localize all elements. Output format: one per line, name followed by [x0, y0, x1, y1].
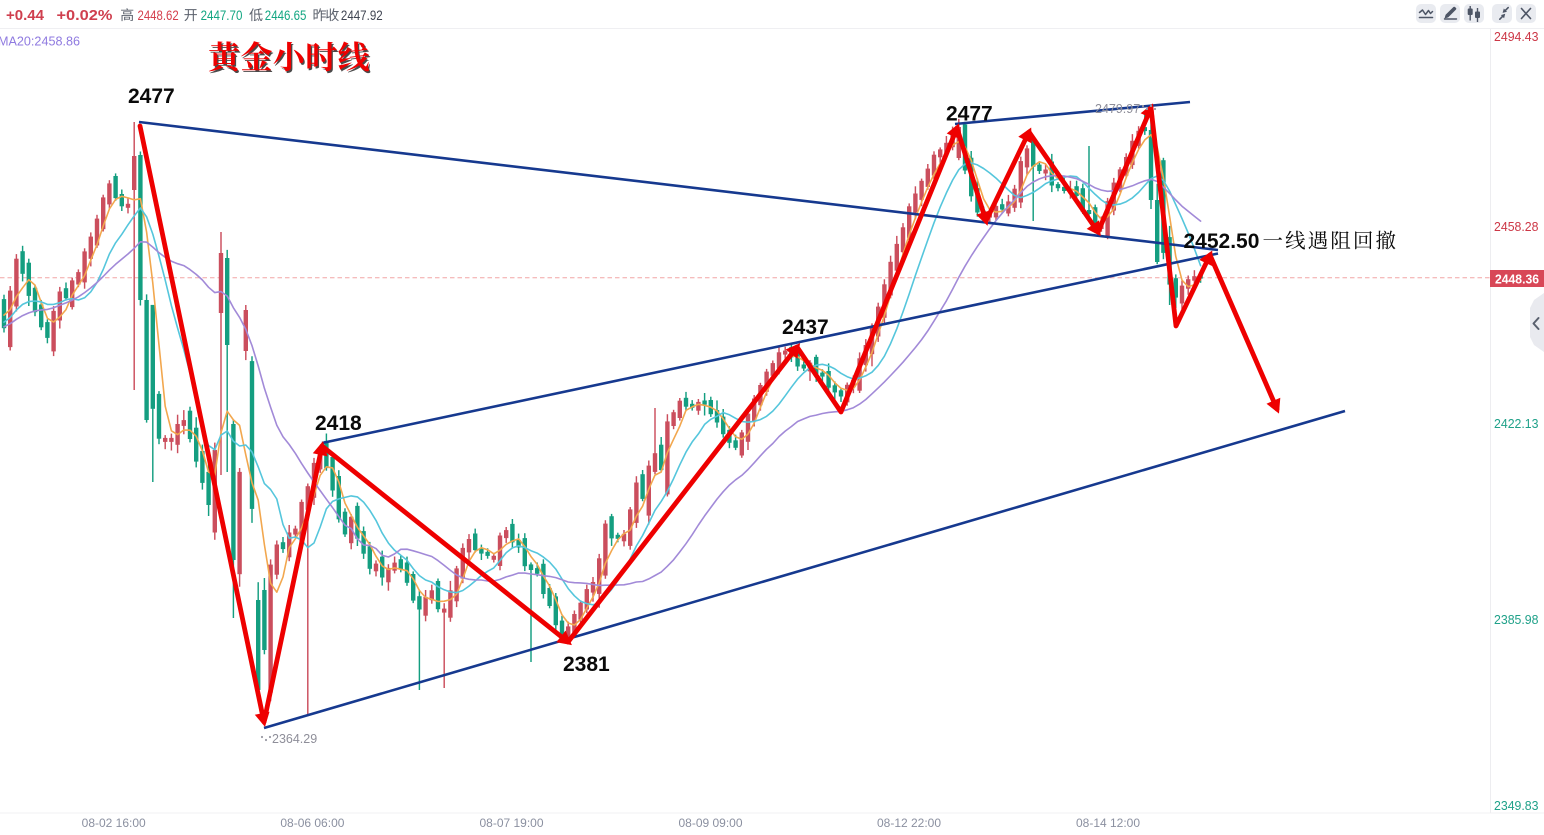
svg-text:2418: 2418 — [315, 412, 362, 435]
svg-text:2381: 2381 — [563, 653, 610, 676]
svg-text:2364.29: 2364.29 — [272, 732, 317, 746]
svg-text:08-14 12:00: 08-14 12:00 — [1076, 816, 1140, 830]
svg-text:2437: 2437 — [782, 316, 829, 339]
svg-text:08-09 09:00: 08-09 09:00 — [678, 816, 742, 830]
svg-text:2422.13: 2422.13 — [1494, 417, 1539, 431]
svg-text:2349.83: 2349.83 — [1494, 799, 1539, 813]
svg-text:2477: 2477 — [128, 85, 175, 108]
svg-text:2452.50: 2452.50 — [1184, 230, 1260, 253]
svg-text:08-12 22:00: 08-12 22:00 — [877, 816, 941, 830]
svg-text:2479.97: 2479.97 — [1095, 102, 1140, 116]
svg-text:2448.62: 2448.62 — [138, 8, 179, 23]
svg-text:2448.36: 2448.36 — [1495, 272, 1539, 287]
svg-text:2446.65: 2446.65 — [265, 8, 307, 23]
svg-text:2458.28: 2458.28 — [1494, 220, 1539, 234]
svg-text:MA20:2458.86: MA20:2458.86 — [0, 35, 80, 49]
svg-text:+0.44: +0.44 — [6, 7, 45, 24]
svg-text:2447.70: 2447.70 — [201, 8, 243, 23]
svg-text:2494.43: 2494.43 — [1494, 30, 1539, 44]
svg-text:2477: 2477 — [946, 103, 993, 126]
svg-text:08-07 19:00: 08-07 19:00 — [479, 816, 543, 830]
svg-text:+0.02%: +0.02% — [57, 7, 113, 24]
svg-text:08-06 06:00: 08-06 06:00 — [280, 816, 344, 830]
svg-text:2447.92: 2447.92 — [341, 8, 383, 23]
svg-text:2385.98: 2385.98 — [1494, 613, 1539, 627]
svg-text:08-02 16:00: 08-02 16:00 — [82, 816, 146, 830]
